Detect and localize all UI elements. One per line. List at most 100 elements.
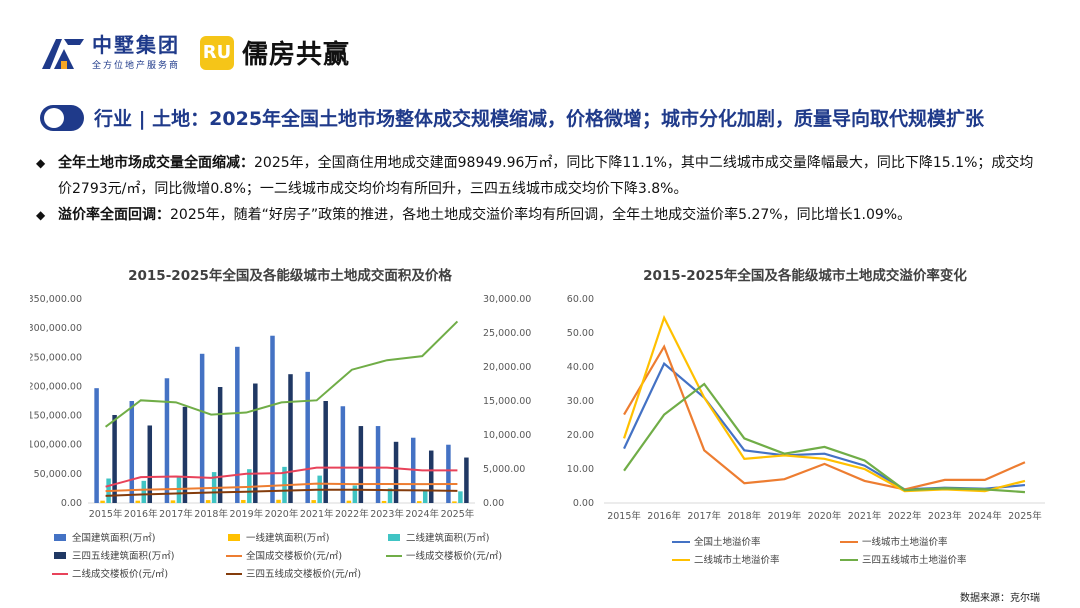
y-left-tick-label: 200,000.00 <box>30 381 82 392</box>
legend-label: 全国建筑面积(万㎡) <box>72 532 155 544</box>
y-left-tick-label: 100,000.00 <box>30 440 82 451</box>
legend-label: 三四五线成交楼板价(元/㎡) <box>246 568 361 580</box>
y-right-tick-label: 0.00 <box>483 498 504 509</box>
bar <box>340 406 346 503</box>
bar <box>199 353 205 503</box>
page-title: 行业 | 土地：2025年全国土地市场整体成交规模缩减，价格微增；城市分化加剧，… <box>94 108 985 130</box>
legend-label: 全国成交楼板价(元/㎡) <box>246 550 342 562</box>
x-tick-label: 2016年 <box>647 510 681 522</box>
bar <box>253 383 258 503</box>
legend-swatch <box>388 534 400 541</box>
x-tick-label: 2024年 <box>968 510 1002 522</box>
x-tick-label: 2019年 <box>768 510 802 522</box>
x-tick-label: 2016年 <box>124 508 158 520</box>
legend-label: 二线建筑面积(万㎡) <box>406 532 489 544</box>
x-tick-label: 2023年 <box>928 510 962 522</box>
bar <box>241 499 246 503</box>
y-right-tick-label: 5,000.00 <box>483 464 525 475</box>
toggle-icon <box>40 104 84 131</box>
x-tick-label: 2025年 <box>441 508 475 520</box>
bar <box>270 335 275 503</box>
bar <box>141 480 147 503</box>
bar <box>276 499 281 503</box>
y-tick-label: 50.00 <box>567 328 594 339</box>
legend-swatch <box>54 552 66 559</box>
y-right-tick-label: 30,000.00 <box>483 294 531 305</box>
bar <box>323 401 328 503</box>
bar <box>458 491 463 503</box>
series-line <box>105 482 458 493</box>
premium-rate-chart: 0.00 10.00 20.00 30.00 40.00 50.00 60.00 2015年 2… <box>567 294 1045 566</box>
zhongshu-logo-icon <box>42 38 84 69</box>
bar <box>129 401 135 503</box>
diamond-icon: ◆ <box>36 208 46 222</box>
zhongshu-logo: 中墅集团 全方位地产服务商 <box>40 34 180 71</box>
bullet-label: 溢价率全面回调： <box>58 207 170 223</box>
x-tick-label: 2020年 <box>808 510 842 522</box>
bar <box>452 501 457 503</box>
x-tick-label: 2018年 <box>727 510 761 522</box>
legend-label: 二线成交楼板价(元/㎡) <box>72 568 168 580</box>
bar <box>422 490 428 503</box>
y-left-tick-label: 0.00 <box>61 498 82 509</box>
legend-swatch <box>228 534 240 541</box>
x-tick-label: 2025年 <box>1008 510 1042 522</box>
y-tick-label: 30.00 <box>567 396 594 407</box>
y-right-tick-label: 25,000.00 <box>483 328 531 339</box>
series-line <box>623 344 1026 491</box>
y-tick-label: 60.00 <box>567 294 594 305</box>
x-tick-label: 2017年 <box>159 508 193 520</box>
section-header: 行业 | 土地：2025年全国土地市场整体成交规模缩减，价格微增；城市分化加剧，… <box>40 104 984 131</box>
bar <box>305 371 310 503</box>
area-price-chart: 0.00 50,000.00 100,000.00 150,000.00 200,000… <box>30 294 531 580</box>
y-tick-label: 10.00 <box>567 464 594 475</box>
chart1-title: 2015-2025年全国及各能级城市土地成交面积及价格 <box>128 268 452 284</box>
bar <box>94 388 99 503</box>
bar <box>170 500 176 503</box>
y-right-tick-label: 15,000.00 <box>483 396 531 407</box>
summary-bullets: ◆ 全年土地市场成交量全面缩减：2025年，全国商住用地成交建面98949.96… <box>36 150 1046 228</box>
legend-label: 二线城市土地溢价率 <box>694 554 780 566</box>
y-tick-label: 40.00 <box>567 362 594 373</box>
y-left-tick-label: 300,000.00 <box>30 323 82 334</box>
bar <box>387 488 393 503</box>
series-line <box>105 466 458 488</box>
bar <box>311 500 316 503</box>
diamond-icon: ◆ <box>36 156 46 170</box>
company-subtitle: 全方位地产服务商 <box>92 61 181 71</box>
y-tick-label: 0.00 <box>573 498 594 509</box>
x-tick-label: 2022年 <box>888 510 922 522</box>
bar <box>416 501 422 503</box>
y-left-tick-label: 50,000.00 <box>34 469 82 480</box>
legend-label: 一线城市土地溢价率 <box>862 536 948 548</box>
bar <box>135 500 141 503</box>
company-name: 中墅集团 <box>92 33 180 57</box>
x-tick-label: 2018年 <box>194 508 228 520</box>
bar <box>235 346 240 503</box>
bullet-text: 2025年，全国商住用地成交建面98949.96万㎡，同比下降11.1%，其中二… <box>58 155 1034 197</box>
partner-logo: RU 儒房共赢 <box>200 34 350 71</box>
bar <box>352 485 358 503</box>
series-line <box>104 320 459 428</box>
bar <box>381 500 387 503</box>
x-tick-label: 2022年 <box>335 508 369 520</box>
bullet-premium: ◆ 溢价率全面回调：2025年，随着“好房子”政策的推进，各地土地成交溢价率均有… <box>36 202 1046 228</box>
x-tick-label: 2019年 <box>229 508 263 520</box>
bar <box>464 457 469 503</box>
x-tick-label: 2015年 <box>607 510 641 522</box>
legend-label: 全国土地溢价率 <box>694 536 761 548</box>
bullet-volume: ◆ 全年土地市场成交量全面缩减：2025年，全国商住用地成交建面98949.96… <box>36 150 1046 202</box>
legend-label: 三四五线城市土地溢价率 <box>862 554 967 566</box>
bar <box>375 426 381 503</box>
y-left-tick-label: 350,000.00 <box>30 294 82 305</box>
partner-badge-icon: RU <box>200 35 234 70</box>
y-right-tick-label: 10,000.00 <box>483 430 531 441</box>
series-line <box>623 361 1026 491</box>
legend-swatch <box>54 534 66 541</box>
x-tick-label: 2024年 <box>405 508 439 520</box>
bar <box>147 425 153 503</box>
y-left-tick-label: 250,000.00 <box>30 352 82 363</box>
bar <box>112 414 117 503</box>
x-tick-label: 2021年 <box>848 510 882 522</box>
bullet-label: 全年土地市场成交量全面缩减： <box>58 155 254 171</box>
